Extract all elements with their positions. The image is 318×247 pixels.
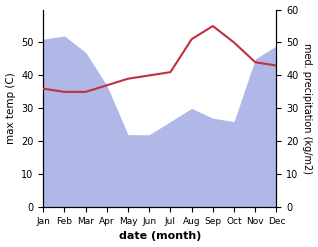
Y-axis label: med. precipitation (kg/m2): med. precipitation (kg/m2): [302, 43, 313, 174]
Y-axis label: max temp (C): max temp (C): [5, 72, 16, 144]
X-axis label: date (month): date (month): [119, 231, 201, 242]
